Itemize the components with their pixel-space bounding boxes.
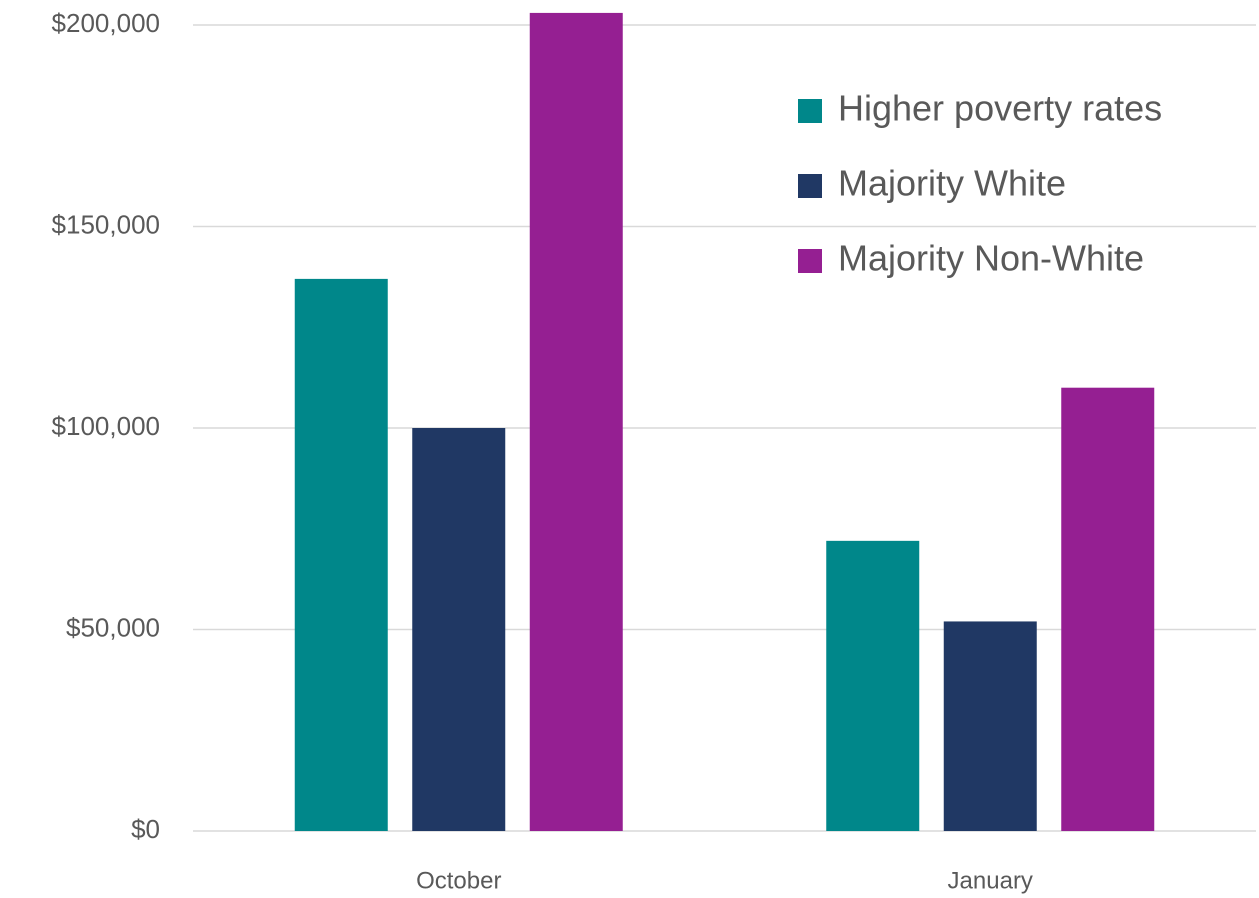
x-tick-label: January — [948, 867, 1033, 894]
legend-label: Higher poverty rates — [838, 88, 1162, 129]
bar — [1061, 387, 1155, 831]
y-tick-label: $50,000 — [66, 612, 160, 642]
legend-label: Majority White — [838, 163, 1066, 204]
bar — [412, 428, 506, 831]
bar — [943, 621, 1037, 831]
y-tick-label: $200,000 — [52, 8, 160, 38]
y-tick-label: $150,000 — [52, 209, 160, 239]
bar — [826, 540, 920, 831]
legend-swatch — [798, 249, 822, 273]
y-tick-label: $100,000 — [52, 411, 160, 441]
x-tick-label: October — [416, 867, 501, 894]
y-tick-label: $0 — [131, 814, 160, 844]
legend-swatch — [798, 174, 822, 198]
legend-swatch — [798, 99, 822, 123]
bar — [529, 12, 623, 832]
legend-label: Majority Non-White — [838, 238, 1144, 279]
bar — [294, 278, 388, 831]
